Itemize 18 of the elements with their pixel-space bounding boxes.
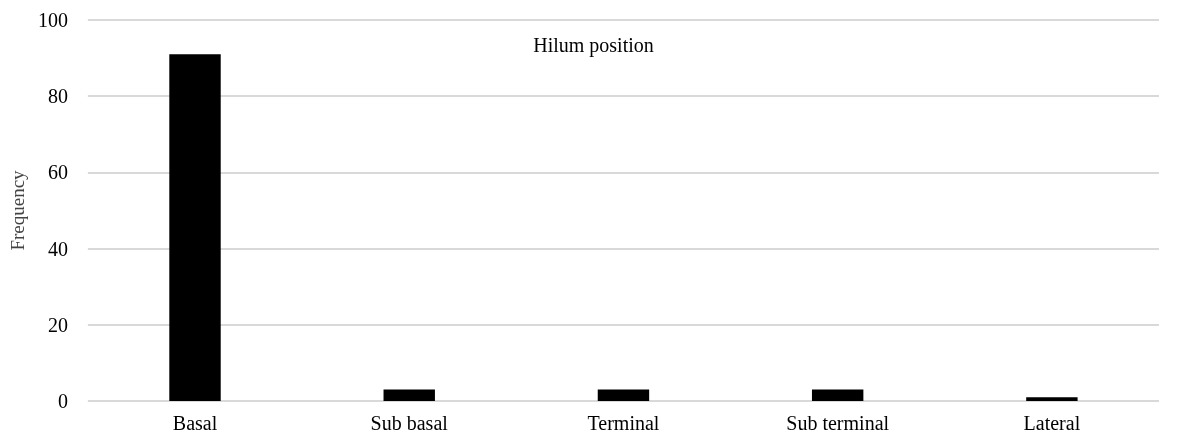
bar	[169, 54, 221, 401]
bar	[1026, 397, 1078, 401]
y-tick-label: 80	[47, 85, 68, 108]
text: Hilum position	[533, 34, 654, 57]
y-tick-label: 0	[57, 390, 68, 412]
bar	[597, 389, 650, 401]
y-tick-label: 20	[47, 313, 68, 336]
y-tick-label: 100	[37, 9, 68, 31]
x-tick-label: Terminal	[587, 412, 660, 434]
bar	[811, 389, 864, 401]
x-tick-label: Sub terminal	[786, 412, 890, 434]
y-tick-label: 40	[47, 237, 68, 260]
y-tick-label: 60	[47, 161, 68, 184]
y-axis-title: Frequency	[7, 169, 28, 251]
bar	[383, 389, 435, 401]
x-tick-label: Basal	[172, 412, 218, 434]
x-tick-label: Lateral	[1023, 412, 1081, 434]
x-tick-label: Sub basal	[370, 412, 449, 434]
